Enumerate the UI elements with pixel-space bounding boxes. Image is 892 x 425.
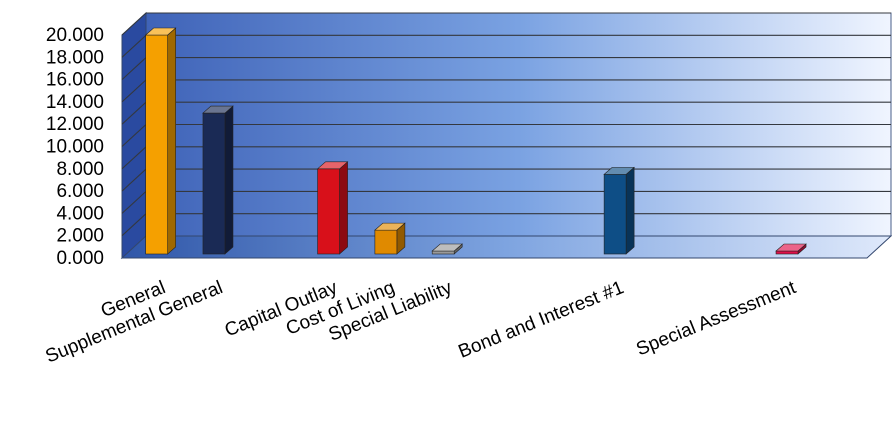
y-tick-label: 10.000 <box>46 137 104 158</box>
x-tick-label: Special Assessment <box>633 277 799 360</box>
bar-top <box>374 222 406 231</box>
bar-side <box>167 27 176 255</box>
y-axis-tick-labels: 0.0002.0004.0006.0008.00010.00012.00014.… <box>46 25 104 269</box>
bar-front <box>775 250 799 255</box>
bar-front <box>317 168 340 255</box>
bar-top <box>603 167 635 175</box>
y-tick-label: 0.000 <box>56 248 104 269</box>
y-tick-label: 2.000 <box>56 226 104 247</box>
y-tick-label: 6.000 <box>56 181 104 202</box>
y-tick-label: 12.000 <box>46 114 104 135</box>
bar-general <box>144 27 177 255</box>
y-tick-label: 4.000 <box>56 203 104 224</box>
bar-special-assessment <box>775 243 807 255</box>
bar-front <box>374 229 398 255</box>
bar-top <box>431 243 463 252</box>
x-tick-label: Bond and Interest #1 <box>456 277 627 363</box>
chart-walls <box>120 11 892 260</box>
bar-side <box>224 105 234 255</box>
bar-top <box>202 105 234 114</box>
bar-side <box>339 161 348 255</box>
bar-top <box>775 243 807 252</box>
bar-bond-and-interest-1 <box>603 166 635 255</box>
bar-special-liability <box>431 243 463 255</box>
y-tick-label: 20.000 <box>46 25 104 46</box>
bars <box>144 27 807 255</box>
bar-supplemental-general <box>202 105 234 255</box>
bar-top <box>144 27 177 36</box>
floor <box>120 235 892 259</box>
bar-top <box>316 161 349 170</box>
gridline <box>121 12 891 36</box>
y-tick-label: 8.000 <box>56 159 104 180</box>
bar-front <box>145 34 168 255</box>
y-tick-label: 18.000 <box>46 47 104 68</box>
y-tick-label: 14.000 <box>46 92 104 113</box>
bar-side <box>625 166 635 255</box>
bar-front <box>431 250 455 255</box>
y-tick-label: 16.000 <box>46 70 104 91</box>
bar-cost-of-living <box>374 222 406 255</box>
bar-front <box>202 112 226 255</box>
bar-capital-outlay <box>316 161 349 255</box>
bar-front <box>603 174 627 255</box>
